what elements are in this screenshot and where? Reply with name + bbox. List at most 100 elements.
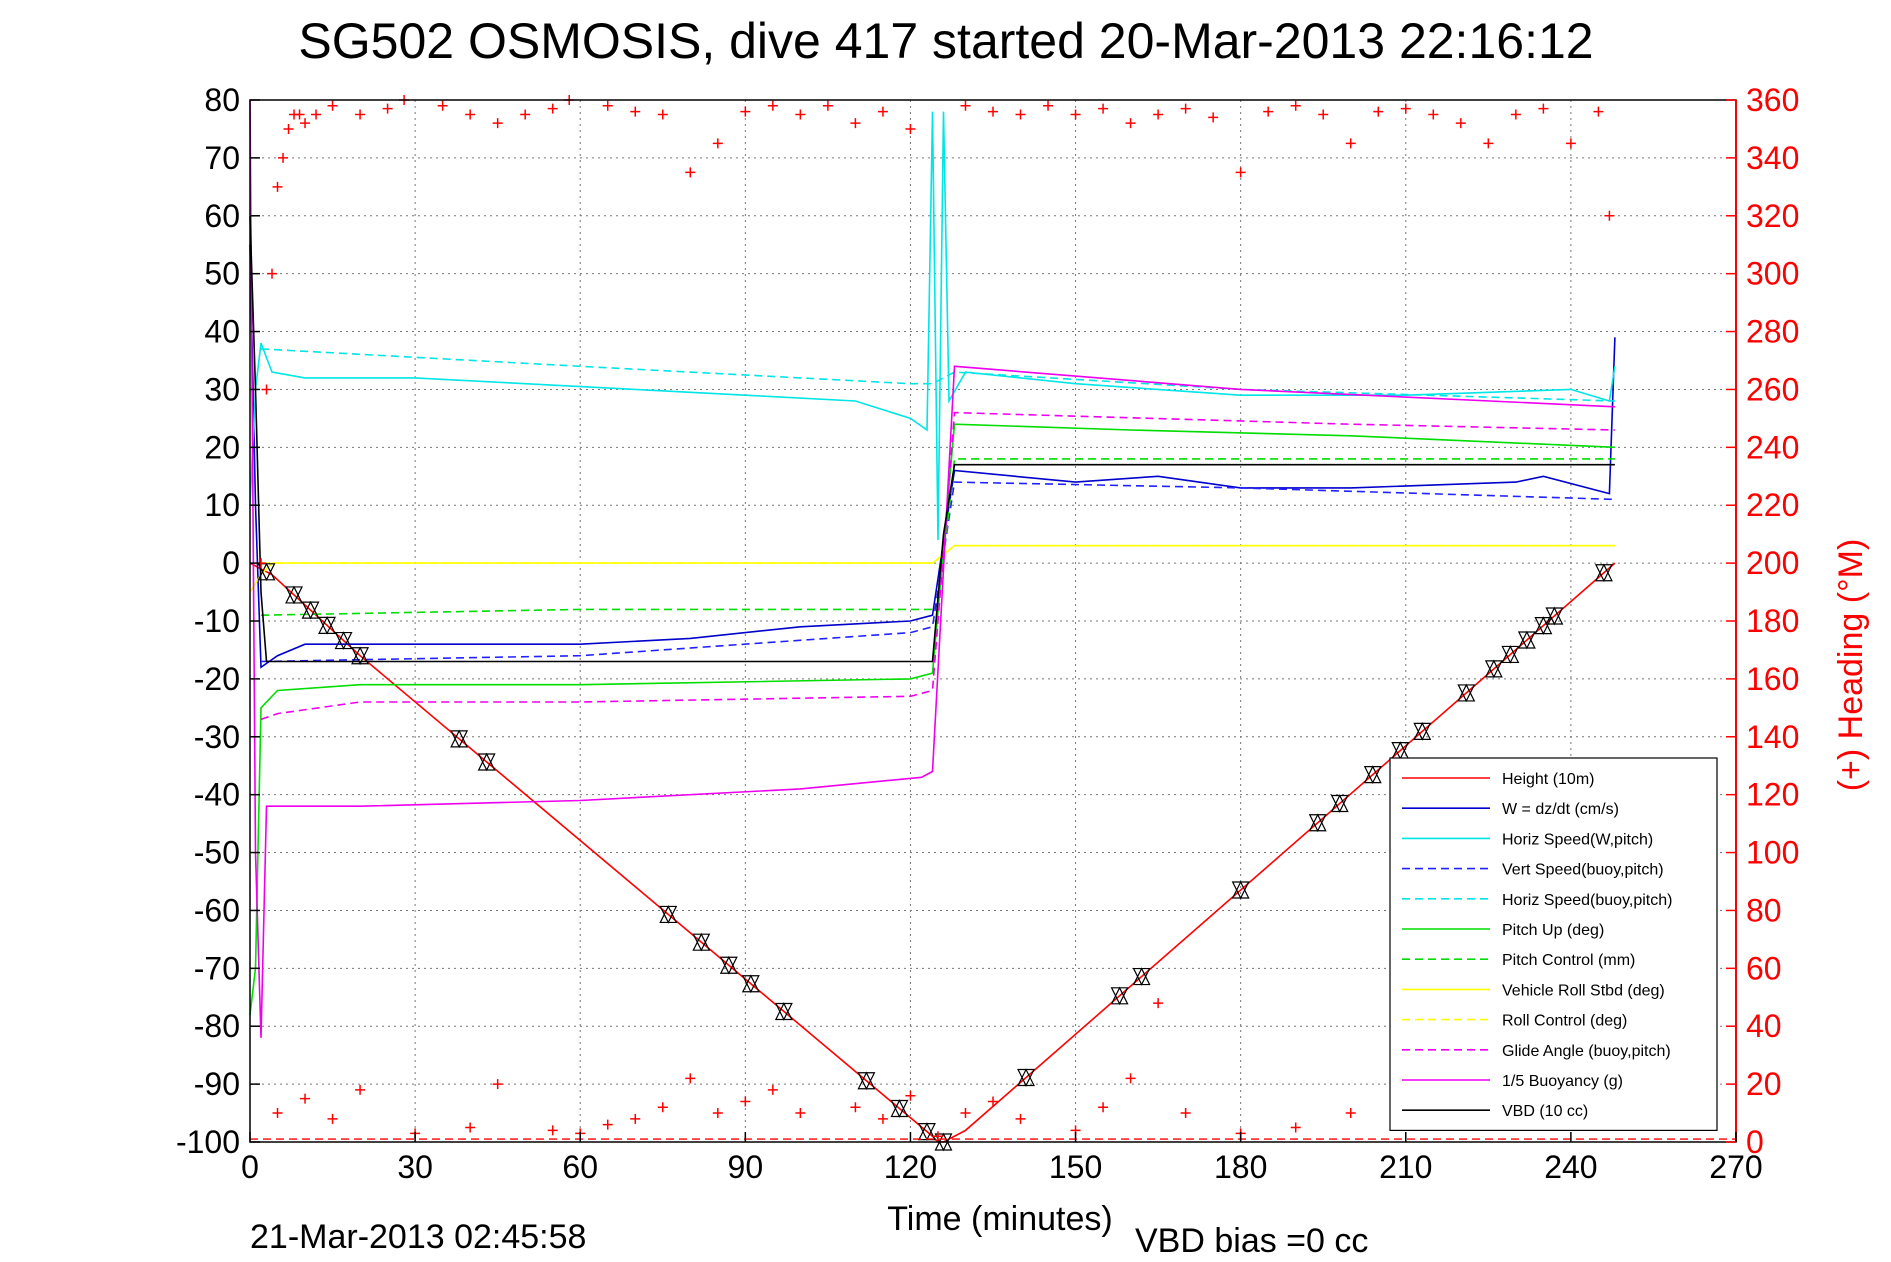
heading-point xyxy=(547,103,558,114)
heading-point xyxy=(877,1113,888,1124)
legend-entry: Glide Angle (buoy,pitch) xyxy=(1502,1043,1671,1060)
heading-point xyxy=(740,106,751,117)
y-tick-label-right: 220 xyxy=(1746,487,1799,523)
chart-title: SG502 OSMOSIS, dive 417 started 20-Mar-2… xyxy=(298,13,1593,69)
heading-point xyxy=(1373,106,1384,117)
heading-point xyxy=(1510,109,1521,120)
heading-point xyxy=(1593,106,1604,117)
height-marker xyxy=(692,933,711,952)
heading-point xyxy=(1565,138,1576,149)
series-line-4 xyxy=(260,348,1615,402)
heading-point xyxy=(1235,167,1246,178)
heading-point xyxy=(272,181,283,192)
heading-point xyxy=(327,1113,338,1124)
y-tick-label-right: 20 xyxy=(1746,1066,1782,1102)
heading-point xyxy=(795,109,806,120)
heading-point xyxy=(740,1096,751,1107)
series-line-10 xyxy=(249,99,1615,1038)
heading-point xyxy=(822,100,833,111)
heading-point xyxy=(877,106,888,117)
series-line-11 xyxy=(249,215,1615,663)
height-marker xyxy=(1132,967,1151,986)
heading-point xyxy=(1604,210,1615,221)
y-tick-label: -20 xyxy=(194,661,240,697)
heading-point xyxy=(1153,998,1164,1009)
y-tick-label: -30 xyxy=(194,719,240,755)
height-marker xyxy=(1231,881,1250,900)
heading-point xyxy=(1318,109,1329,120)
legend-entry: Pitch Up (deg) xyxy=(1502,922,1604,939)
y-tick-label: -50 xyxy=(194,835,240,871)
heading-point xyxy=(355,109,366,120)
heading-point xyxy=(311,109,322,120)
legend: Height (10m) W = dz/dt (cm/s) Horiz Speed(… xyxy=(1389,757,1718,1131)
heading-point xyxy=(382,103,393,114)
height-marker xyxy=(1501,645,1520,664)
heading-point xyxy=(905,1090,916,1101)
heading-point xyxy=(547,1125,558,1136)
height-marker xyxy=(1594,564,1613,583)
heading-point xyxy=(1345,138,1356,149)
legend-entry: Height (10m) xyxy=(1502,771,1594,788)
height-marker xyxy=(334,631,353,650)
legend-entry: W = dz/dt (cm/s) xyxy=(1502,801,1619,818)
y-tick-label: -40 xyxy=(194,777,240,813)
heading-point xyxy=(850,1102,861,1113)
y-tick-label: 10 xyxy=(204,487,240,523)
y-tick-label: -70 xyxy=(194,950,240,986)
height-marker xyxy=(917,1122,936,1141)
y-tick-label-right: 0 xyxy=(1746,1124,1764,1160)
height-marker xyxy=(301,601,320,620)
legend-entry: Pitch Control (mm) xyxy=(1502,952,1635,969)
height-marker xyxy=(1017,1068,1035,1087)
heading-point xyxy=(657,109,668,120)
heading-point xyxy=(520,109,531,120)
heading-point xyxy=(685,1073,696,1084)
height-marker xyxy=(257,563,276,582)
height-marker xyxy=(1534,617,1553,635)
x-tick-label: 120 xyxy=(884,1149,937,1185)
x-axis-label: Time (minutes) xyxy=(887,1200,1112,1238)
heading-point xyxy=(767,1084,778,1095)
heading-point xyxy=(492,118,503,129)
y-tick-label-right: 140 xyxy=(1746,719,1799,755)
y-tick-label-right: 340 xyxy=(1746,140,1799,176)
height-marker xyxy=(890,1099,909,1118)
heading-point xyxy=(960,100,971,111)
heading-point xyxy=(1098,103,1109,114)
height-marker xyxy=(1308,814,1327,833)
heading-point xyxy=(1153,109,1164,120)
heading-point xyxy=(1015,1113,1026,1124)
y-tick-label-right: 120 xyxy=(1746,777,1799,813)
heading-point xyxy=(712,1108,723,1119)
y-tick-label-right: 200 xyxy=(1746,545,1799,581)
heading-point xyxy=(300,1093,311,1104)
y-tick-label: 20 xyxy=(204,429,240,465)
height-marker xyxy=(1457,684,1476,703)
y-tick-label: -60 xyxy=(194,892,240,928)
heading-point xyxy=(685,167,696,178)
series-line-6 xyxy=(260,458,1615,616)
heading-point xyxy=(355,1084,366,1095)
y-tick-label: -100 xyxy=(176,1124,240,1160)
heading-point xyxy=(1125,118,1136,129)
y-tick-label-right: 300 xyxy=(1746,256,1799,292)
heading-point xyxy=(712,138,723,149)
x-tick-label: 30 xyxy=(397,1149,433,1185)
legend-entry: Vert Speed(buoy,pitch) xyxy=(1502,862,1664,879)
y-tick-label-right: 80 xyxy=(1746,892,1782,928)
heading-point xyxy=(1538,103,1549,114)
legend-entry: Roll Control (deg) xyxy=(1502,1013,1627,1030)
y-tick-label-right: 360 xyxy=(1746,82,1799,118)
height-marker xyxy=(857,1072,876,1091)
y-tick-label: -80 xyxy=(194,1008,240,1044)
series-line-2 xyxy=(249,111,1616,541)
y-tick-label: 30 xyxy=(204,371,240,407)
heading-point xyxy=(905,123,916,134)
y-tick-label-right: 320 xyxy=(1746,198,1799,234)
height-marker xyxy=(774,1002,793,1021)
legend-entry: Vehicle Roll Stbd (deg) xyxy=(1502,982,1665,999)
heading-point xyxy=(267,268,278,279)
heading-point xyxy=(1428,109,1439,120)
heading-point xyxy=(272,1108,283,1119)
